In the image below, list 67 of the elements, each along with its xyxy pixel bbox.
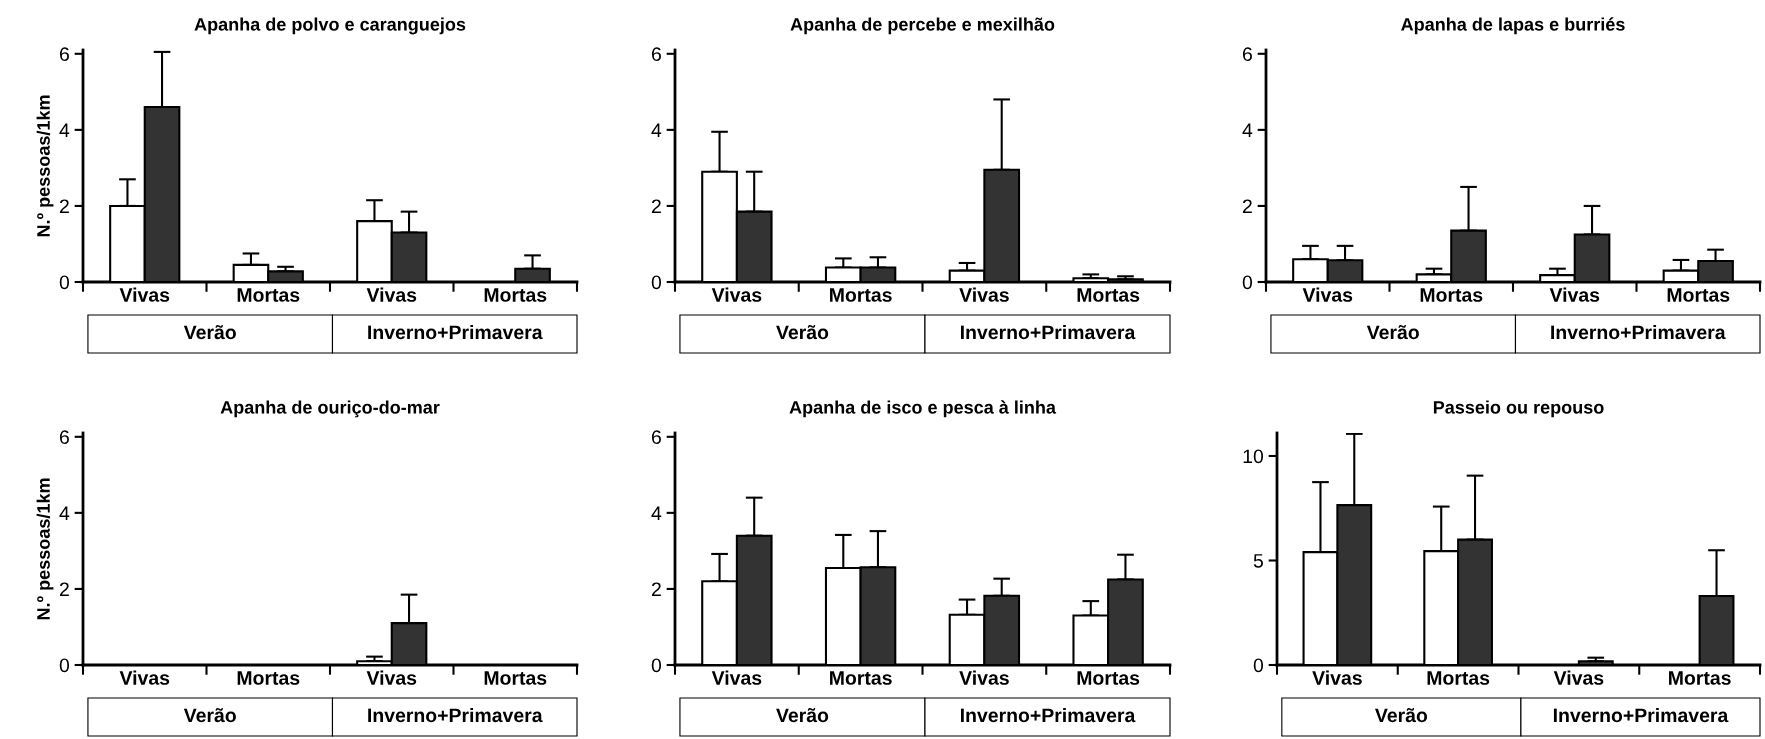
x-tick-label: Mortas xyxy=(484,288,547,302)
y-tick-label: 0 xyxy=(651,658,662,673)
x-tick-label: Vivas xyxy=(119,287,170,302)
y-tick-label: 0 xyxy=(59,658,70,673)
text: Verão xyxy=(776,325,829,340)
y-tick-label: 6 xyxy=(59,47,69,62)
text: Inverno+Primavera xyxy=(960,324,1136,340)
text: Verão xyxy=(1366,325,1419,340)
text: Inverno+Primavera xyxy=(1551,324,1726,340)
x-tick-label: Mortas xyxy=(237,288,300,302)
text: Verão xyxy=(183,325,236,340)
text: Inverno+Primavera xyxy=(960,707,1136,723)
y-tick-label: 2 xyxy=(651,199,661,213)
text: Verão xyxy=(1375,708,1428,723)
x-tick-label: Vivas xyxy=(959,670,1009,685)
x-tick-label: Vivas xyxy=(1553,670,1604,685)
chart-title: Apanha de polvo e caranguejos xyxy=(194,17,466,35)
y-tick-label: 2 xyxy=(651,582,661,596)
y-axis-title: N.º pessoas/1km xyxy=(36,478,54,620)
x-tick-label: Mortas xyxy=(1669,671,1731,685)
x-tick-label: Mortas xyxy=(1420,288,1483,302)
y-tick-label: 6 xyxy=(651,47,661,62)
text: Inverno+Primavera xyxy=(1553,707,1729,723)
text: Verão xyxy=(183,708,236,723)
x-tick-label: Mortas xyxy=(830,288,892,302)
y-axis-title: N.º pessoas/1km xyxy=(36,95,54,237)
x-tick-label: Vivas xyxy=(366,670,417,685)
y-tick-label: 4 xyxy=(59,506,70,520)
x-tick-label: Mortas xyxy=(484,671,547,685)
x-tick-label: Mortas xyxy=(1077,288,1140,302)
y-tick-label: 6 xyxy=(651,430,661,445)
y-tick-label: 2 xyxy=(59,199,69,213)
x-tick-label: Vivas xyxy=(1549,287,1600,302)
x-tick-label: Vivas xyxy=(1312,670,1362,685)
x-tick-label: Vivas xyxy=(119,670,170,685)
x-tick-label: Mortas xyxy=(1427,671,1490,685)
y-tick-label: 0 xyxy=(59,275,70,290)
y-tick-label: 2 xyxy=(59,582,69,596)
y-tick-label: 4 xyxy=(59,123,70,137)
y-tick-label: 4 xyxy=(651,123,662,137)
y-tick-label: 0 xyxy=(651,275,662,290)
y-tick-label: 10 xyxy=(1243,449,1264,464)
y-tick-label: 6 xyxy=(59,430,69,445)
text: Inverno+Primavera xyxy=(368,707,543,723)
x-tick-label: Mortas xyxy=(1077,671,1140,685)
x-tick-label: Vivas xyxy=(959,287,1009,302)
y-tick-label: 2 xyxy=(1242,199,1252,213)
x-tick-label: Vivas xyxy=(366,287,417,302)
y-tick-label: 0 xyxy=(1253,658,1264,673)
chart-title: Apanha de percebe e mexilhão xyxy=(790,17,1055,35)
x-tick-label: Vivas xyxy=(711,287,762,302)
text: Verão xyxy=(776,708,829,723)
y-tick-label: 4 xyxy=(651,506,662,520)
chart-title: Passeio ou repouso xyxy=(1433,400,1604,418)
y-tick-label: 5 xyxy=(1253,554,1263,568)
chart-title: Apanha de ouriço-do-mar xyxy=(220,400,440,418)
x-tick-label: Mortas xyxy=(237,671,300,685)
y-tick-label: 6 xyxy=(1242,47,1252,62)
text: Inverno+Primavera xyxy=(368,324,543,340)
x-tick-label: Vivas xyxy=(1302,287,1353,302)
y-tick-label: 4 xyxy=(1242,123,1253,137)
x-tick-label: Vivas xyxy=(711,670,762,685)
chart-title: Apanha de lapas e burriés xyxy=(1401,17,1625,35)
x-tick-label: Mortas xyxy=(1667,288,1730,302)
x-tick-label: Mortas xyxy=(830,671,892,685)
y-tick-label: 0 xyxy=(1242,275,1253,290)
chart-title: Apanha de isco e pesca à linha xyxy=(789,400,1057,418)
